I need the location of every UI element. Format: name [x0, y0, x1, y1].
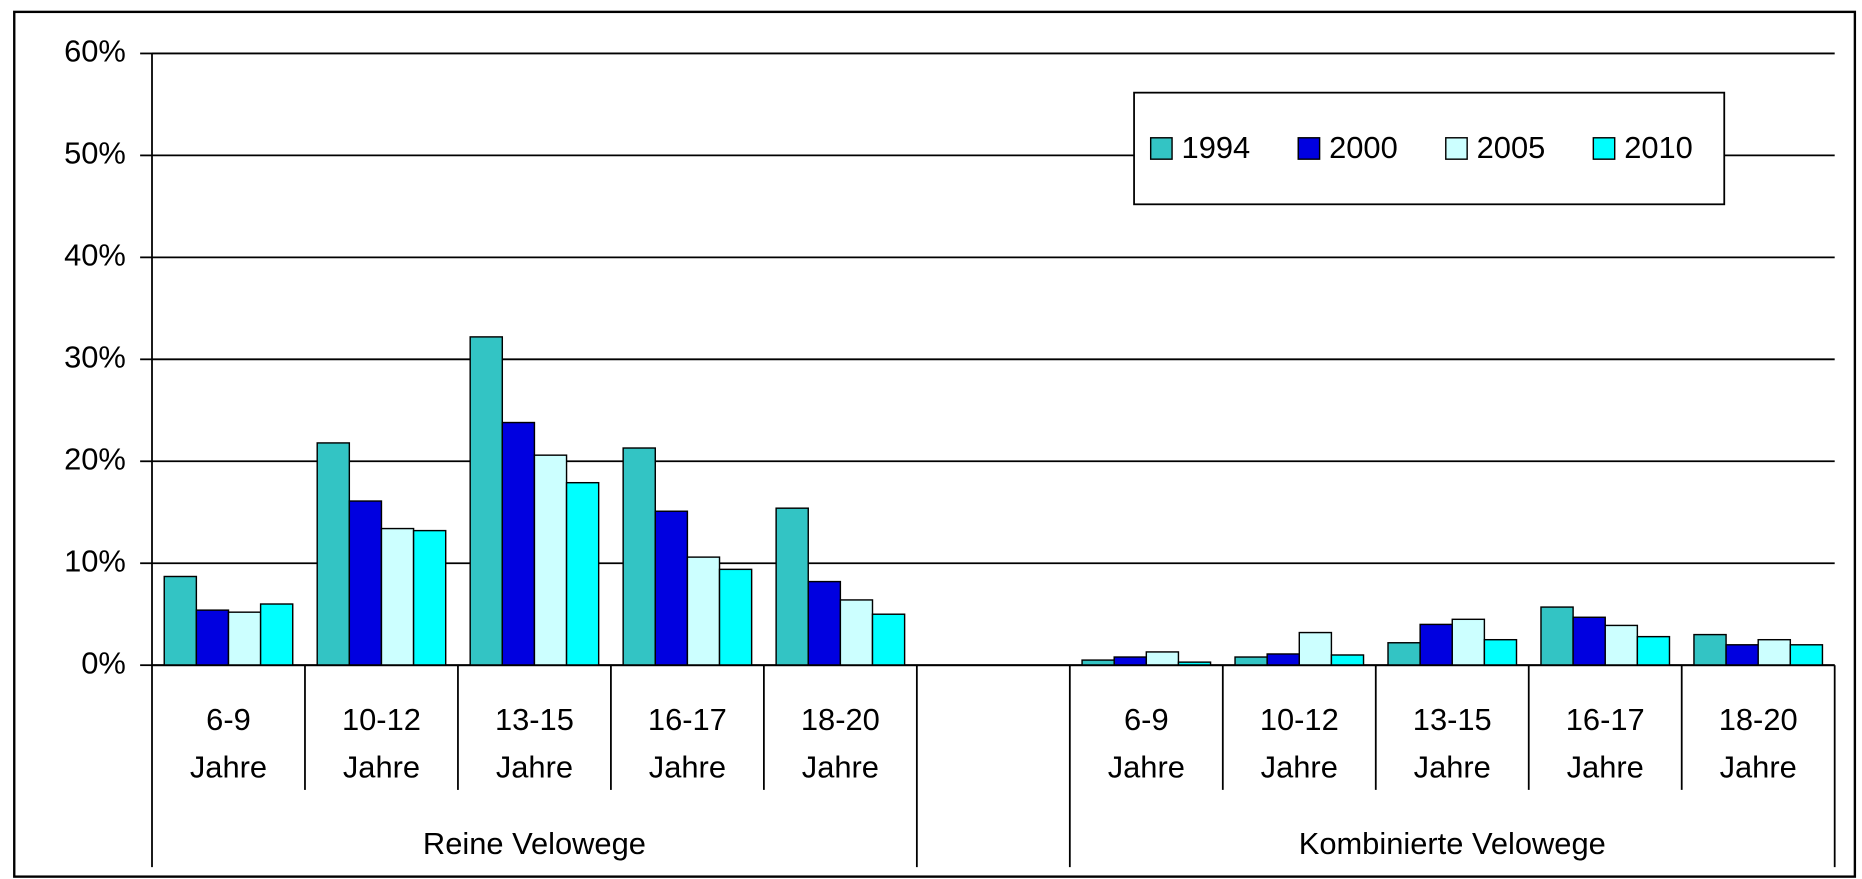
x-tick-label: 16-17 Jahre [1566, 702, 1645, 785]
x-tick-label: 6-9 Jahre [1108, 702, 1185, 785]
bar [163, 575, 198, 666]
group-label: Kombinierte Velowege [1299, 826, 1606, 861]
bar [1789, 644, 1824, 666]
legend-swatch [1592, 137, 1616, 160]
x-tick-label: 6-9 Jahre [190, 702, 267, 785]
bar [1419, 623, 1453, 666]
bar [1636, 635, 1671, 666]
bar [316, 442, 351, 666]
bar [1693, 633, 1727, 666]
y-tick-label: 0% [81, 645, 126, 680]
bar [1604, 624, 1639, 666]
bar [1330, 654, 1365, 666]
legend-label: 1994 [1182, 130, 1251, 165]
group-label: Reine Velowege [423, 826, 646, 861]
bar [565, 481, 600, 666]
bar [839, 599, 874, 666]
legend-label: 2010 [1624, 130, 1693, 165]
y-tick-label: 10% [64, 543, 126, 578]
y-tick-label: 30% [64, 339, 126, 374]
x-tick-label: 18-20 Jahre [1719, 702, 1798, 785]
bar [195, 609, 230, 666]
bar [348, 500, 383, 666]
bar [775, 507, 809, 666]
x-tick-label: 13-15 Jahre [495, 702, 574, 785]
bar [871, 613, 906, 666]
bar [1757, 638, 1792, 666]
x-tick-label: 18-20 Jahre [801, 702, 880, 785]
bar [1234, 656, 1268, 666]
legend-swatch [1445, 137, 1468, 160]
legend-label: 2000 [1329, 130, 1398, 165]
bar [469, 336, 504, 666]
bar [412, 529, 447, 666]
bar [654, 510, 689, 666]
x-tick-label: 10-12 Jahre [1260, 702, 1339, 785]
bar [1266, 653, 1300, 666]
legend-box [1133, 91, 1726, 206]
legend-swatch [1149, 137, 1173, 160]
bar [1451, 618, 1486, 666]
x-tick-label: 16-17 Jahre [648, 702, 727, 785]
bar [1387, 642, 1421, 666]
bar [622, 447, 656, 666]
bar [1540, 606, 1574, 666]
bar [1145, 651, 1180, 666]
y-tick-label: 40% [64, 238, 126, 273]
x-tick-label: 10-12 Jahre [342, 702, 421, 785]
bar [1483, 638, 1518, 666]
bar [1572, 616, 1606, 666]
y-tick-label: 20% [64, 441, 126, 476]
y-tick-label: 60% [64, 34, 126, 69]
bar [718, 568, 753, 666]
bar [1113, 656, 1148, 666]
x-tick-label: 13-15 Jahre [1413, 702, 1492, 785]
y-tick-label: 50% [64, 136, 126, 171]
bar [533, 454, 568, 666]
bar [1298, 631, 1333, 666]
bar [807, 580, 842, 666]
bar [227, 611, 262, 666]
bar [686, 556, 721, 666]
bar [380, 527, 415, 666]
bar [501, 421, 536, 666]
bar [259, 603, 294, 666]
bar [1725, 644, 1759, 666]
legend-label: 2005 [1477, 130, 1546, 165]
legend-swatch [1297, 137, 1321, 160]
